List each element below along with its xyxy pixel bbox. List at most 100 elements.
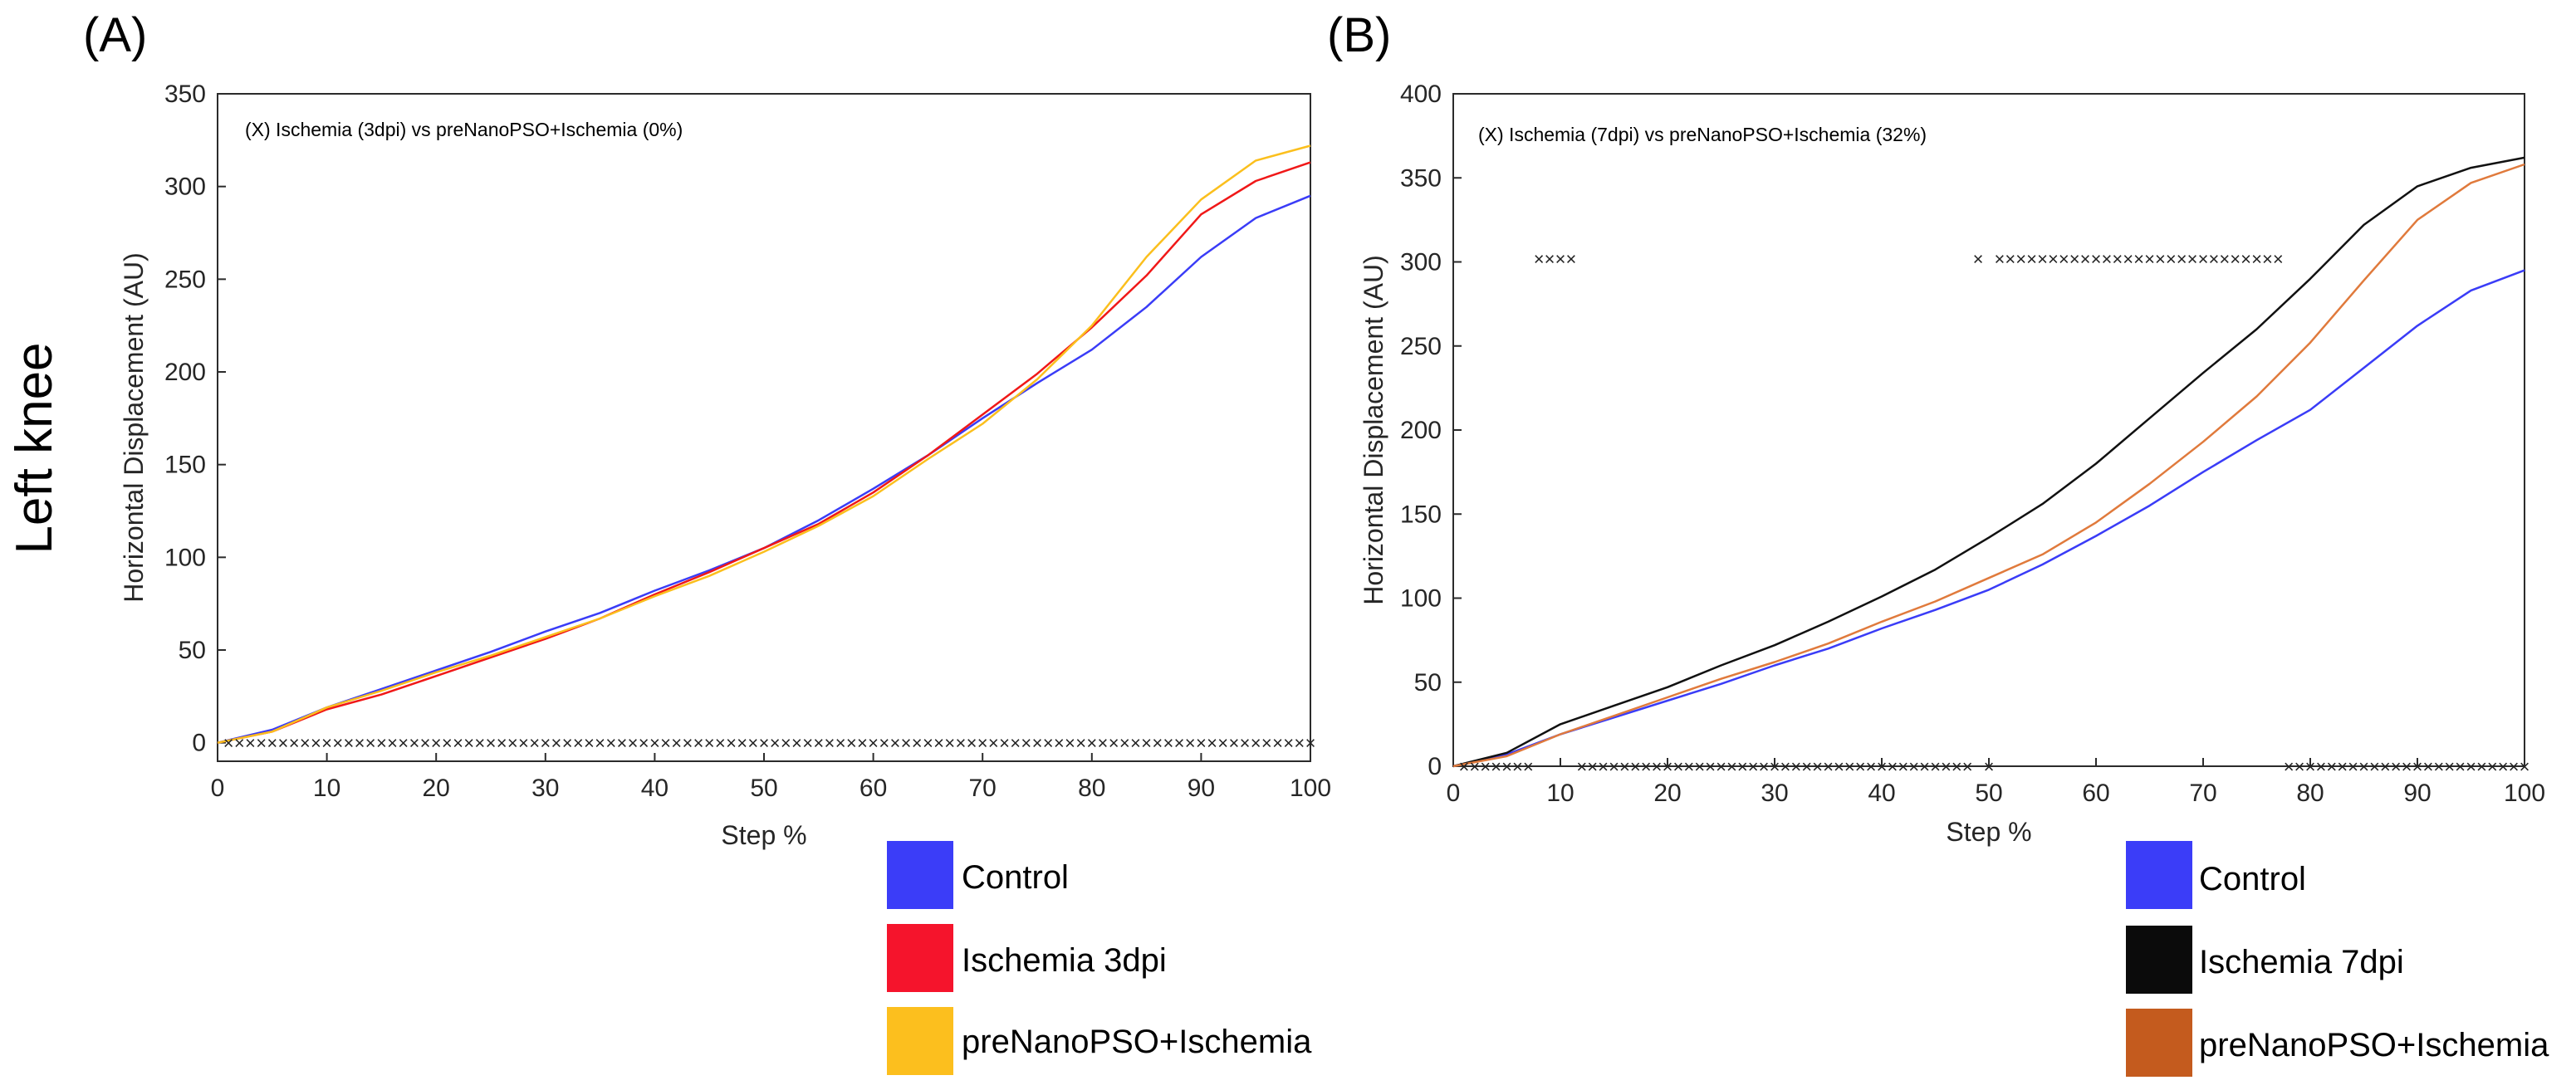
significance-marker: × [1043,733,1054,754]
significance-marker: × [463,733,474,754]
significance-marker: × [967,733,977,754]
significance-marker: × [2466,756,2476,777]
significance-marker: × [1152,733,1163,754]
significance-marker: × [1555,248,1566,269]
significance-marker: × [2101,248,2112,269]
legend-item-prenanopso: preNanoPSO+Ischemia [2126,1009,2549,1077]
legend-label: preNanoPSO+Ischemia [2199,1027,2549,1063]
significance-marker: × [595,733,605,754]
legend-item-ischemia: Ischemia 7dpi [2126,926,2404,994]
significance-marker: × [1576,756,1587,777]
y-tick-label: 250 [164,266,206,293]
significance-marker: × [879,733,889,754]
significance-marker: × [2337,756,2348,777]
series-lines [217,144,1311,744]
significance-marker: × [1630,756,1641,777]
significance-marker: × [2305,756,2316,777]
significance-marker: × [431,733,442,754]
significance-marker: × [1523,756,1534,777]
x-tick-label: 60 [859,775,887,802]
row-label: Left knee [6,342,63,554]
significance-marker: × [584,733,595,754]
significance-marker: × [825,733,835,754]
significance-marker: × [1119,733,1130,754]
significance-marker: × [759,733,770,754]
significance-marker: × [901,733,912,754]
series-line-prenanopso-ischemia [217,144,1311,744]
significance-marker: × [1491,756,1501,777]
significance-marker: × [2166,248,2177,269]
y-tick-label: 150 [164,452,206,479]
legend-a: Control Ischemia 3dpi preNanoPSO+Ischemi… [887,841,1312,1075]
x-tick-label: 20 [1653,780,1681,807]
y-tick-label: 400 [1400,81,1442,108]
significance-marker: × [2091,248,2102,269]
significance-marker: × [223,733,234,754]
significance-marker: × [1930,756,1941,777]
x-tick-label: 70 [2189,780,2216,807]
significance-marker: × [1716,756,1726,777]
significance-marker: × [933,733,944,754]
legend-label: Ischemia 7dpi [2199,944,2404,980]
significance-marker: × [2112,248,2123,269]
significance-marker: × [2369,756,2380,777]
significance-marker: × [1994,248,2005,269]
significance-marker: × [1941,756,1952,777]
significance-marker: × [1866,756,1877,777]
series-line-control [1452,269,2525,768]
significance-marker: × [2326,756,2337,777]
significance-marker: × [2230,248,2241,269]
significance-marker: × [2123,248,2133,269]
x-tick-label: 0 [211,775,225,802]
significance-marker: × [1501,756,1512,777]
significance-marker: × [1228,733,1239,754]
significance-marker: × [1683,756,1694,777]
legend-b: Control Ischemia 7dpi preNanoPSO+Ischemi… [2126,841,2549,1077]
significance-marker: × [497,733,507,754]
significance-marker: × [781,733,791,754]
significance-marker: × [2391,756,2402,777]
significance-marker: × [540,733,551,754]
significance-marker: × [2241,248,2251,269]
significance-marker: × [1207,733,1217,754]
panel-label: (A) [83,8,147,62]
legend-label: Control [962,859,1069,896]
significance-marker: × [944,733,955,754]
y-tick-label: 50 [1414,669,1442,697]
significance-marker: × [1962,756,1973,777]
significance-marker: × [1272,733,1283,754]
series-line-prenanopso-ischemia [1452,163,2525,768]
significance-marker: × [2422,756,2433,777]
legend-label: Ischemia 3dpi [962,942,1167,979]
significance-marker: × [562,733,573,754]
significance-marker: × [453,733,463,754]
x-tick-label: 60 [2082,780,2109,807]
significance-marker: × [682,733,693,754]
significance-marker: × [1877,756,1888,777]
significance-marker: × [1705,756,1716,777]
significance-marker: × [2251,248,2262,269]
legend-swatch [2126,841,2192,909]
significance-marker: × [387,733,398,754]
significance-marker: × [846,733,857,754]
chart-annotation: (X) Ischemia (3dpi) vs preNanoPSO+Ischem… [245,119,683,140]
significance-marker: × [2444,756,2455,777]
significance-marker: × [332,733,343,754]
legend-swatch [887,1007,953,1075]
plot-area [1452,93,2525,767]
x-tick-label: 50 [750,775,777,802]
significance-marker: × [2144,248,2155,269]
x-tick-label: 50 [1975,780,2002,807]
significance-markers: × × × × × × × × × × × × × × × × × × × × × × × × × × × × × × × × × × × × × × × ×… [223,733,1316,754]
significance-marker: × [573,733,584,754]
significance-marker: × [1801,756,1812,777]
x-tick-label: 100 [2504,780,2545,807]
significance-marker: × [605,733,616,754]
x-tick-label: 10 [313,775,340,802]
significance-marker: × [1174,733,1185,754]
significance-marker: × [1780,756,1790,777]
significance-marker: × [1109,733,1119,754]
significance-marker: × [1251,733,1261,754]
x-tick-label: 40 [641,775,668,802]
